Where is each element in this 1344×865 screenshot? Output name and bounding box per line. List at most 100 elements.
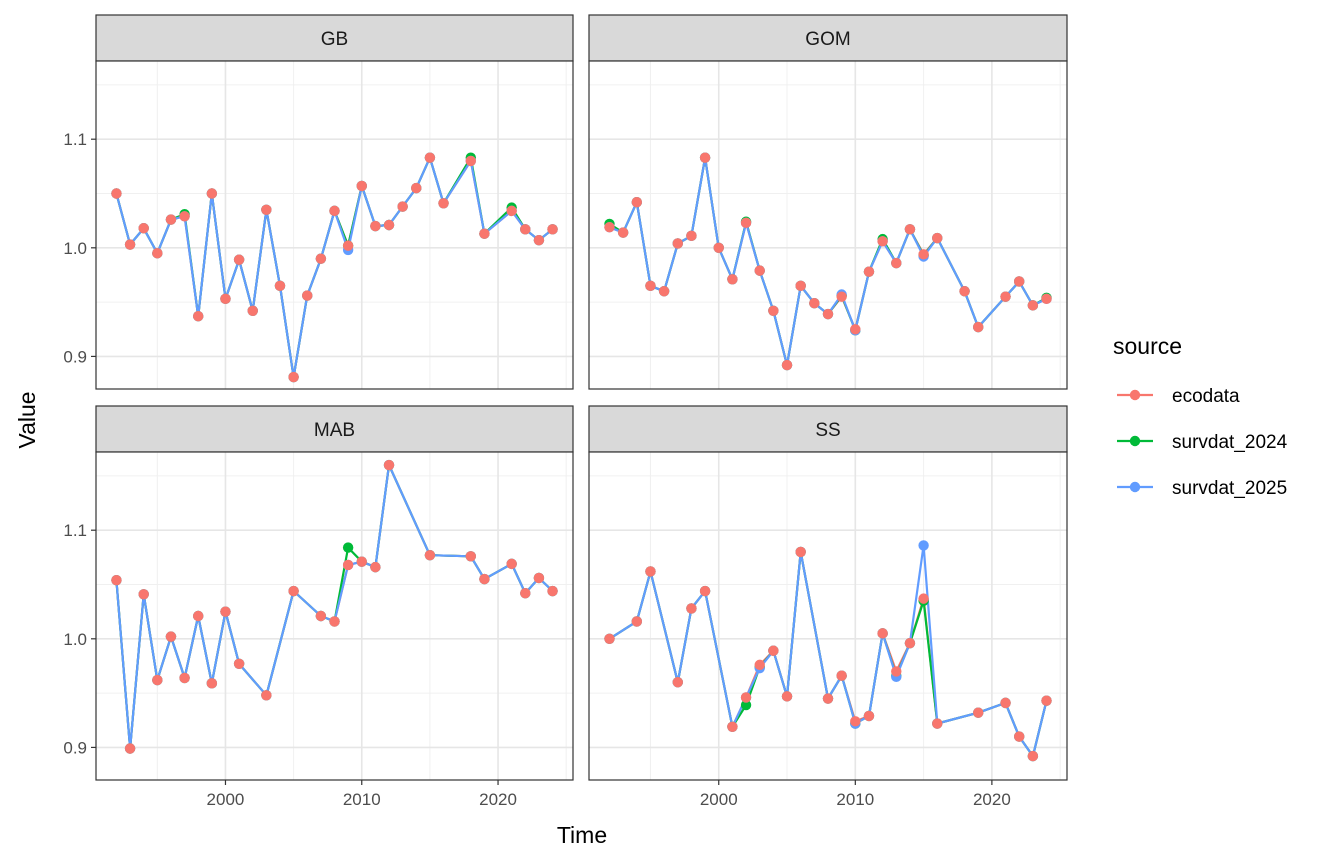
y-tick-label: 0.9 [63,738,87,757]
data-point-ecodata [479,573,490,585]
data-point-ecodata [973,707,984,718]
data-point-ecodata [604,221,615,233]
data-point-ecodata [424,549,436,561]
data-point-ecodata [699,152,711,163]
data-point-ecodata [836,670,847,681]
panel-mab: MAB 0.9 1.0 1.1 2000 2010 2020 [63,405,574,809]
data-point-ecodata [699,585,711,597]
data-point-ecodata [973,321,984,333]
data-point-ecodata [754,659,765,671]
panel-border [588,60,1068,390]
data-point-ecodata [383,219,395,231]
data-point-ecodata [193,311,204,322]
data-point-ecodata [397,201,408,212]
data-point-ecodata [809,297,820,309]
data-point-ecodata [438,198,449,209]
data-point-ecodata [672,238,683,249]
data-point-ecodata [822,308,834,320]
panel-ss: SS 2000 2010 2020 [588,405,1068,809]
data-point-ecodata [617,227,629,238]
panel-border [95,451,574,781]
data-point-ecodata [645,566,656,577]
y-tick-label: 0.9 [63,347,87,366]
data-point-ecodata [520,587,531,599]
data-point-ecodata [932,232,943,244]
data-point-ecodata [506,205,517,217]
facet-strip [588,14,1068,62]
data-point-ecodata [124,239,136,250]
data-point-ecodata [261,204,272,215]
data-point-ecodata [342,240,354,251]
facet-strip-label: MAB [314,420,355,441]
data-point-ecodata [1041,293,1052,305]
data-point-ecodata [383,459,395,471]
data-point-survdat_2025 [918,540,929,551]
data-point-ecodata [220,606,231,617]
data-point-ecodata [424,152,436,163]
x-tick-label: 2010 [836,790,874,809]
data-point-ecodata [329,616,340,627]
data-point-ecodata [124,743,136,754]
data-point-ecodata [918,593,929,604]
data-point-ecodata [111,188,122,199]
y-tick-label: 1.0 [63,630,87,649]
data-point-ecodata [604,633,615,645]
legend-label-survdat_2024: survdat_2024 [1172,432,1288,453]
x-tick-label: 2000 [207,790,245,809]
data-point-ecodata [479,228,490,239]
legend-key-point-survdat_2025 [1129,481,1141,493]
data-point-ecodata [233,658,245,669]
x-axis-title: Time [557,822,607,848]
data-point-ecodata [795,280,806,292]
y-tick-label: 1.1 [63,521,87,540]
data-point-ecodata [1000,291,1011,302]
data-point-ecodata [1014,731,1025,742]
data-point-ecodata [754,265,765,276]
data-point-ecodata [1027,750,1039,762]
data-point-ecodata [329,205,340,217]
data-point-ecodata [658,286,670,297]
panel-border [588,451,1068,781]
data-point-ecodata [165,631,177,642]
data-point-ecodata [918,249,929,260]
data-point-ecodata [547,585,558,597]
data-point-ecodata [533,572,545,584]
data-point-ecodata [315,253,327,264]
data-point-ecodata [356,180,367,192]
facet-strip-label: GB [321,29,348,50]
panel-gom: GOM [588,14,1068,390]
data-point-ecodata [342,559,354,571]
data-point-ecodata [288,585,299,597]
data-point-ecodata [631,616,642,627]
legend: source ecodata survdat_2024 survdat_2025 [1113,333,1288,499]
facet-strip-label: GOM [805,29,850,50]
facet-strip [95,14,574,62]
data-point-ecodata [727,274,738,285]
data-point-ecodata [863,710,875,722]
x-tick-label: 2020 [479,790,517,809]
data-point-ecodata [274,280,286,292]
x-tick-label: 2020 [973,790,1011,809]
panel-border [95,60,574,390]
data-point-ecodata [727,721,738,732]
data-point-ecodata [645,280,656,292]
data-point-ecodata [713,242,724,254]
legend-key-point-ecodata [1129,389,1141,401]
data-point-ecodata [506,558,517,570]
data-point-ecodata [740,692,752,703]
x-tick-label: 2000 [700,790,738,809]
y-axis-title: Value [14,391,40,448]
data-point-ecodata [836,291,847,302]
y-tick-label: 1.0 [63,239,87,258]
data-point-ecodata [138,589,149,600]
data-point-ecodata [465,155,476,167]
facet-strip-label: SS [815,420,840,441]
data-point-ecodata [165,214,177,225]
data-point-ecodata [891,257,902,269]
data-point-ecodata [822,693,834,704]
data-point-ecodata [863,266,875,277]
data-point-ecodata [1014,276,1025,287]
data-point-ecodata [206,188,218,199]
data-point-ecodata [768,305,779,317]
